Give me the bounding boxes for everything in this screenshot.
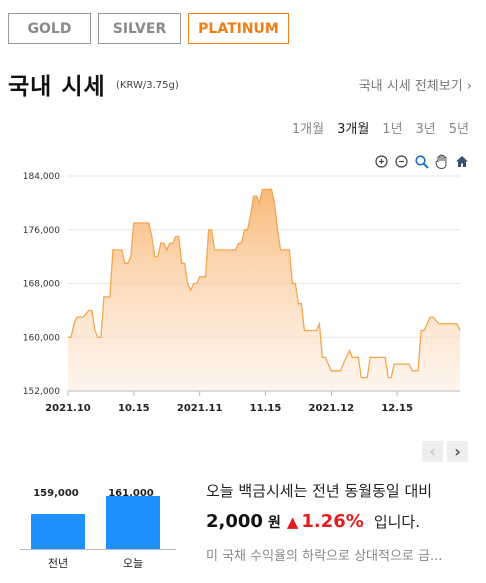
today-value: 161,000 <box>108 488 154 499</box>
prev-year-value: 159,000 <box>33 488 79 499</box>
chart-nav: ‹ › <box>422 441 468 462</box>
unit-label: (KRW/3.75g) <box>116 80 179 91</box>
tab-silver[interactable]: SILVER <box>98 13 181 44</box>
home-icon[interactable] <box>454 154 469 169</box>
x-tick-label: 10.15 <box>118 403 150 414</box>
tab-platinum[interactable]: PLATINUM <box>188 13 289 44</box>
magnifier-icon[interactable] <box>414 154 429 169</box>
page-title: 국내 시세 <box>8 74 106 100</box>
price-area-chart: 184,000 176,000 168,000 160,000 152,000 2021… <box>23 172 461 414</box>
zoom-out-icon[interactable] <box>394 154 409 169</box>
period-selector: 1개월 3개월 1년 3년 5년 <box>292 118 469 137</box>
period-1-month[interactable]: 1개월 <box>291 122 325 137</box>
year-comparison-chart: 159,000 161,000 전년 오늘 <box>16 486 176 576</box>
y-tick-label: 176,000 <box>23 226 60 236</box>
price-summary: 오늘 백금시세는 전년 동월동일 대비 2,000 원 ▲ 1.26% 입니다.… <box>206 480 478 564</box>
comparison-axis <box>20 549 176 550</box>
change-percent: 1.26% <box>301 511 364 532</box>
x-tick-label: 2021.11 <box>177 403 223 414</box>
y-tick-label: 184,000 <box>23 172 60 182</box>
up-arrow-icon: ▲ <box>286 513 299 531</box>
price-area-fill <box>68 189 460 391</box>
price-line <box>68 188 461 379</box>
period-3-months[interactable]: 3개월 <box>337 122 370 137</box>
today-label: 오늘 <box>122 557 144 570</box>
x-tick-label: 12.15 <box>381 403 413 414</box>
summary-tail: 입니다. <box>373 513 420 531</box>
tab-gold[interactable]: GOLD <box>8 13 91 44</box>
market-note[interactable]: 미 국채 수익율의 하락으로 상대적으로 금... <box>206 549 443 564</box>
y-tick-label: 168,000 <box>23 280 60 290</box>
x-tick-label: 2021.10 <box>45 403 91 414</box>
period-5-years[interactable]: 5년 <box>448 122 469 137</box>
next-button[interactable]: › <box>447 441 468 462</box>
y-tick-label: 152,000 <box>23 387 60 397</box>
y-axis: 184,000 176,000 168,000 160,000 152,000 <box>23 172 60 397</box>
change-unit: 원 <box>267 515 281 531</box>
summary-change: 2,000 원 ▲ 1.26% 입니다. <box>206 511 478 532</box>
zoom-in-icon[interactable] <box>374 154 389 169</box>
x-tick-label: 2021.12 <box>309 403 355 414</box>
x-tick-label: 11.15 <box>250 403 282 414</box>
chevron-left-icon: ‹ <box>429 441 436 461</box>
period-3-years[interactable]: 3년 <box>415 122 436 137</box>
change-amount: 2,000 <box>206 511 263 532</box>
hand-pan-icon[interactable] <box>434 154 449 169</box>
x-axis: 2021.10 10.15 2021.11 11.15 2021.12 12.15 <box>45 391 413 414</box>
prev-button[interactable]: ‹ <box>422 441 443 462</box>
chart-toolbar <box>374 154 469 169</box>
today-bar <box>106 496 160 550</box>
chevron-right-icon: › <box>454 441 461 461</box>
prev-year-label: 전년 <box>47 557 69 570</box>
metal-tabs: GOLD SILVER PLATINUM <box>8 13 289 44</box>
prev-year-bar <box>31 514 85 550</box>
y-tick-label: 160,000 <box>23 333 60 343</box>
title-row: 국내 시세 (KRW/3.75g) 국내 시세 전체보기 › <box>8 67 472 100</box>
summary-line: 오늘 백금시세는 전년 동월동일 대비 <box>206 482 433 500</box>
period-1-year[interactable]: 1년 <box>382 122 403 137</box>
view-all-link[interactable]: 국내 시세 전체보기 › <box>358 79 472 94</box>
